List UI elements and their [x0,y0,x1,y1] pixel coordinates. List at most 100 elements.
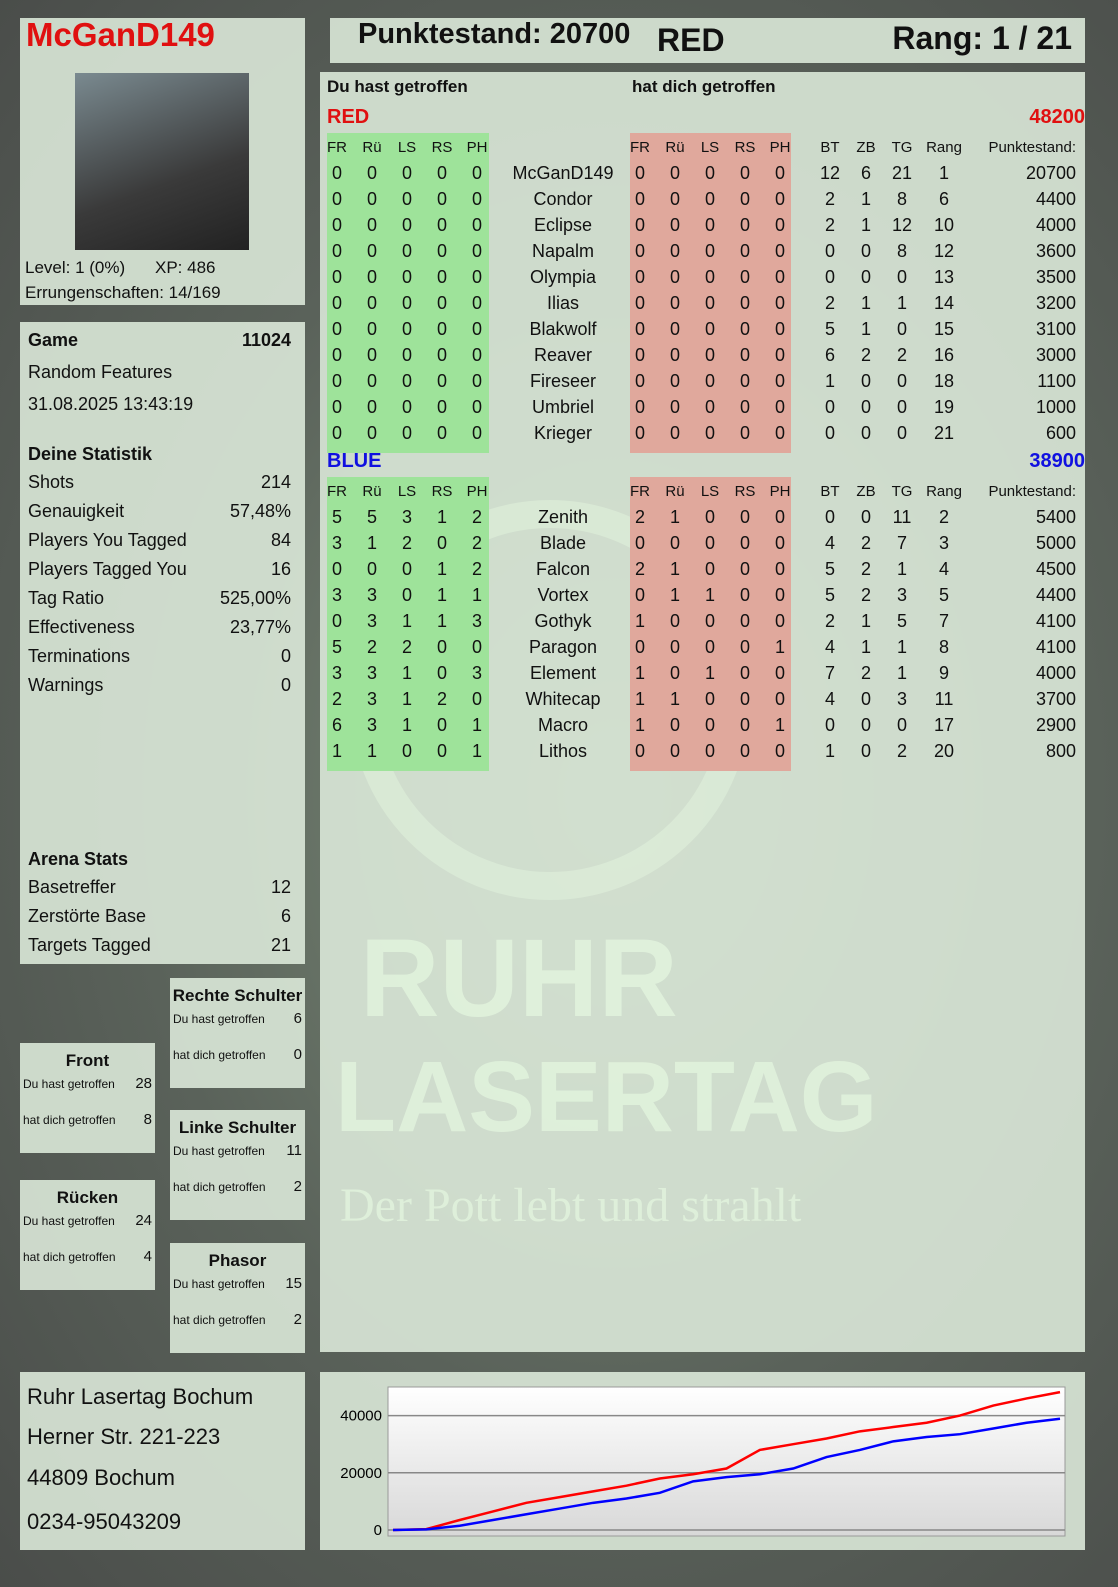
hit-you-cell: 2 [634,507,645,527]
player-name-cell: Fireseer [529,371,596,391]
series-line-0 [392,1390,1061,1532]
hit-you-cell: 0 [774,215,785,235]
level-text: Level: 1 (0%) [25,258,126,277]
stat-cell: 2 [860,345,871,365]
stat-cell: 5 [896,611,907,631]
you-hit-cell: 0 [401,559,412,579]
stat-cell: 21 [891,163,913,183]
zone-got-label: hat dich getroffen [23,1113,116,1127]
stat-cell: 1 [860,637,871,657]
stat-value: 16 [270,559,291,579]
you-hit-cell: 0 [436,163,447,183]
address-line: Herner Str. 221-223 [27,1424,221,1449]
stat-cell: 1 [896,637,907,657]
column-header: Rü [362,139,382,156]
hit-you-block [630,133,791,453]
column-header: Rü [362,483,382,500]
stat-cell: 10 [933,215,955,235]
zone-hit-value: 24 [135,1212,152,1229]
hit-you-cell: 0 [669,533,680,553]
hit-you-cell: 0 [774,423,785,443]
stat-cell: 9 [938,663,949,683]
address-line: 44809 Bochum [27,1465,175,1490]
stat-cell: 13 [933,267,955,287]
hit-you-cell: 1 [704,663,715,683]
stat-cell: 2 [824,293,835,313]
you-hit-cell: 0 [401,397,412,417]
stat-row: Players You Tagged 84 [28,530,291,551]
stat-cell: 2 [896,741,907,761]
zone-got-label: hat dich getroffen [173,1048,266,1062]
player-name-cell: Falcon [535,559,591,579]
column-header: FR [630,139,650,156]
hit-you-cell: 0 [704,345,715,365]
you-hit-cell: 0 [401,241,412,261]
you-hit-cell: 0 [401,319,412,339]
hit-you-cell: 1 [634,689,645,709]
hit-you-cell: 0 [704,741,715,761]
zone-title: Front [65,1051,110,1070]
you-hit-cell: 1 [401,663,412,683]
stat-cell: 0 [896,715,907,735]
points-cell: 5400 [1035,507,1076,527]
you-hit-cell: 0 [331,345,342,365]
hit-you-cell: 0 [739,611,750,631]
stat-cell: 0 [824,507,835,527]
hit-you-cell: 0 [704,319,715,339]
hit-you-cell: 1 [634,611,645,631]
you-hit-cell: 3 [471,611,482,631]
hit-you-cell: 0 [774,293,785,313]
hit-you-cell: 0 [774,585,785,605]
stat-cell: 1 [896,663,907,683]
y-tick-label: 0 [374,1522,382,1539]
you-hit-heading: Du hast getroffen [327,77,468,96]
hit-you-cell: 0 [774,663,785,683]
stat-cell: 12 [891,215,913,235]
stat-cell: 2 [860,559,871,579]
zone-hit-value: 11 [286,1142,302,1159]
stat-cell: 0 [824,241,835,261]
hit-you-cell: 0 [774,241,785,261]
stat-label: Players You Tagged [28,530,187,550]
stat-cell: 3 [896,585,907,605]
hit-you-cell: 1 [774,715,785,735]
column-header: PH [466,483,488,500]
you-hit-cell: 1 [401,611,412,631]
hit-you-cell: 0 [669,715,680,735]
you-hit-cell: 0 [331,163,342,183]
column-header: Rü [665,139,685,156]
points-cell: 4400 [1035,585,1076,605]
stat-cell: 14 [933,293,955,313]
you-hit-cell: 0 [366,319,377,339]
stat-label: Warnings [28,675,104,695]
zone-title: Phasor [208,1251,267,1270]
stat-cell: 0 [896,371,907,391]
stat-cell: 2 [860,585,871,605]
you-hit-block [327,133,489,453]
you-hit-cell: 0 [366,423,377,443]
zone-got-value: 2 [293,1178,302,1195]
you-hit-cell: 3 [331,663,342,683]
stat-cell: 11 [934,689,954,709]
arena-value: 6 [280,906,291,926]
hit-you-cell: 0 [704,163,715,183]
points-cell: 5000 [1035,533,1076,553]
stat-cell: 1 [824,371,835,391]
hit-you-cell: 0 [739,189,750,209]
hit-you-cell: 0 [634,637,645,657]
you-hit-cell: 3 [366,715,377,735]
points-cell: 4000 [1035,663,1076,683]
stat-value: 214 [260,472,291,492]
stat-cell: 6 [938,189,949,209]
you-hit-cell: 0 [401,585,412,605]
hit-you-cell: 1 [669,689,680,709]
hit-you-cell: 0 [739,345,750,365]
you-hit-cell: 0 [401,371,412,391]
stat-cell: 1 [938,163,949,183]
zone-front: Front Du hast getroffen 28 hat dich getroff… [20,1043,155,1153]
stat-cell: 4 [938,559,949,579]
game-mode: Random Features [28,362,173,382]
rank-label: Rang: 1 / 21 [892,20,1072,56]
hit-you-cell: 0 [739,293,750,313]
stat-cell: 2 [938,507,949,527]
